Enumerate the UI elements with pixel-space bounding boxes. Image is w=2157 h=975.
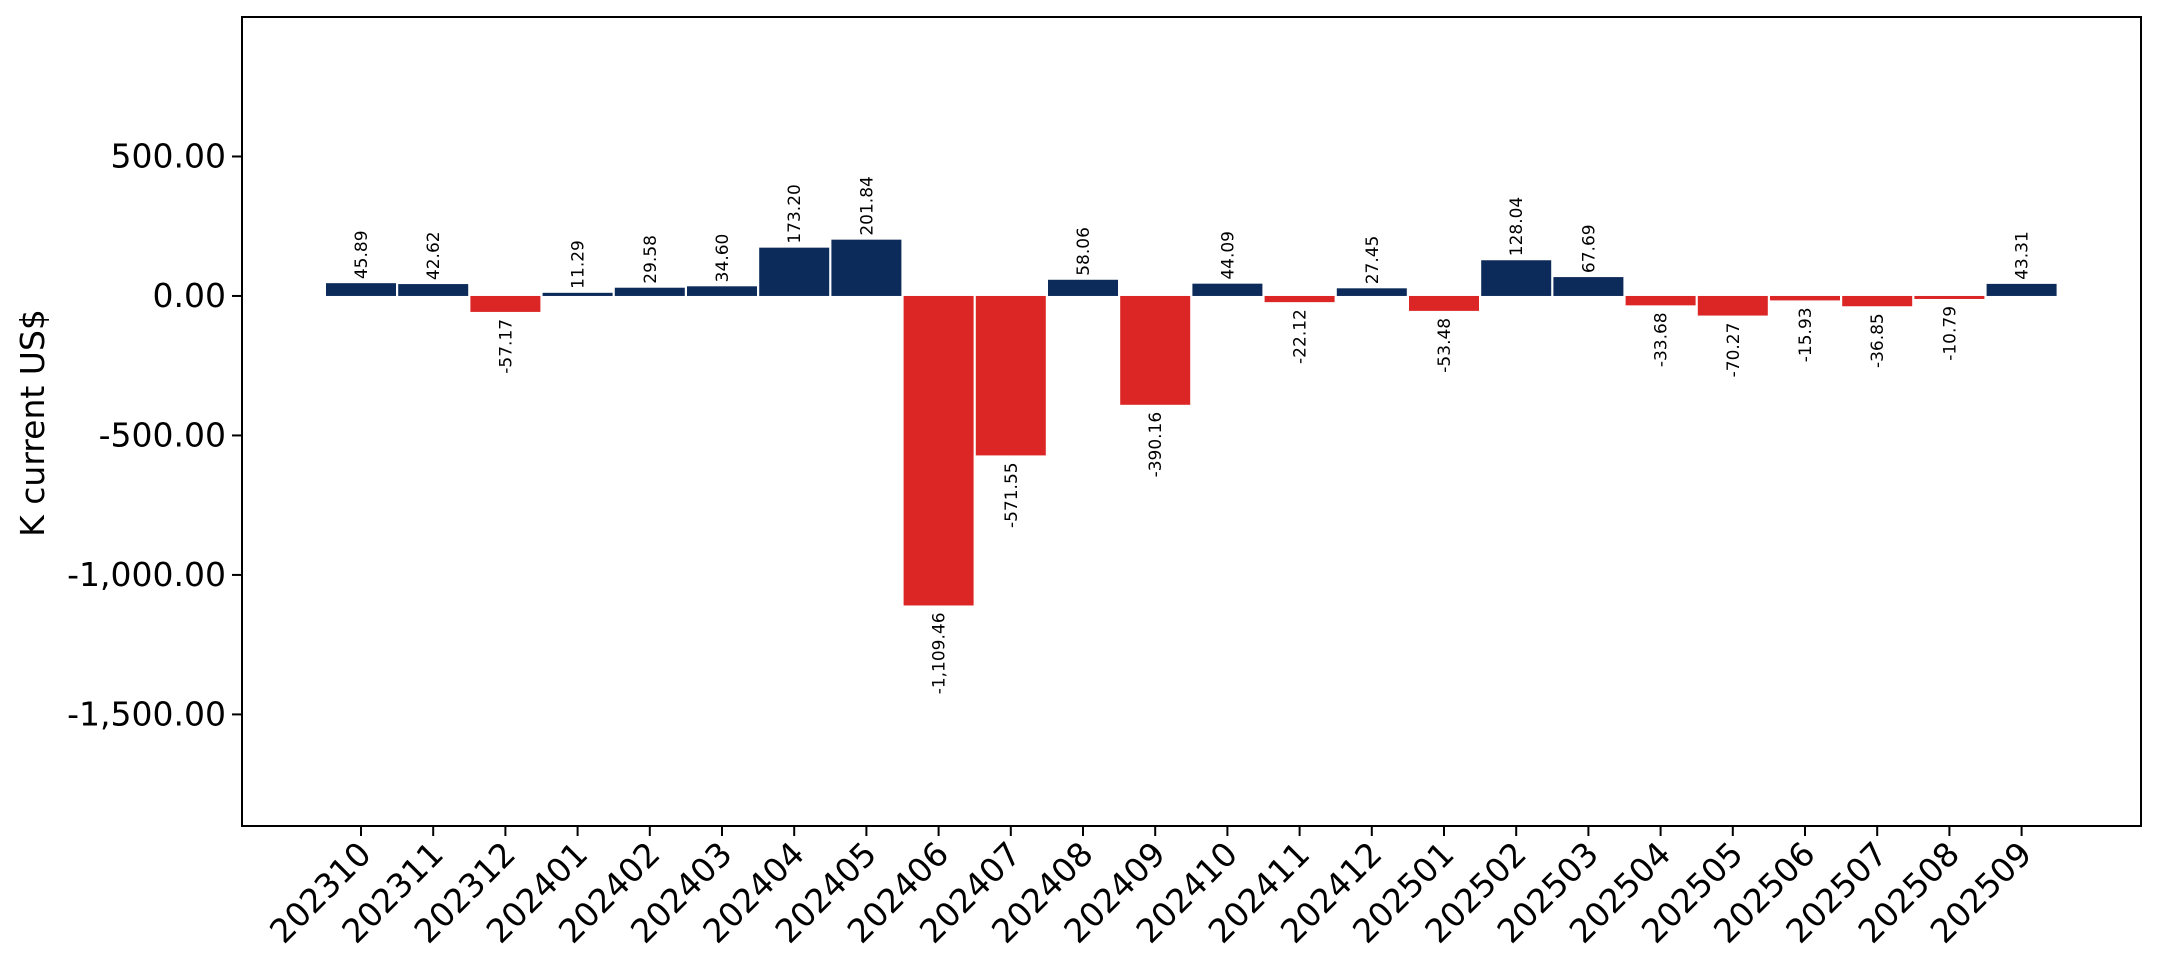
bar-value-label: 201.84 — [857, 176, 877, 235]
bar — [1409, 295, 1479, 311]
bar-value-label: 27.45 — [1363, 236, 1383, 285]
bar-value-label: -1,109.46 — [930, 612, 950, 694]
bar-value-label: -36.85 — [1868, 313, 1888, 368]
bar — [1336, 288, 1407, 296]
y-axis-title: K current US$ — [13, 309, 52, 537]
bar — [1481, 260, 1552, 296]
bar — [1986, 283, 2057, 296]
bar-value-label: 44.09 — [1218, 231, 1238, 280]
bar — [831, 239, 902, 296]
y-tick-label: -500.00 — [99, 415, 226, 454]
bar — [1842, 295, 1913, 307]
bar — [1264, 295, 1335, 303]
bar-value-label: -53.48 — [1435, 318, 1455, 373]
bar — [542, 292, 613, 296]
bar-value-label: -390.16 — [1146, 412, 1166, 478]
bar-value-label: -70.27 — [1724, 323, 1744, 378]
bar-value-label: -571.55 — [1002, 462, 1022, 528]
y-tick-label: -1,500.00 — [67, 694, 226, 733]
bar — [1914, 295, 1985, 299]
bar-labels-layer: 45.89 42.62 -57.17 11.29 29.58 34.60 173.20 201… — [352, 176, 2033, 694]
bar — [1120, 295, 1191, 405]
bars-layer — [326, 239, 2057, 606]
bar — [1625, 295, 1696, 306]
y-tick-label: -1,000.00 — [67, 555, 226, 594]
plot-frame — [241, 16, 2142, 827]
bar — [759, 247, 830, 296]
bar-value-label: 67.69 — [1579, 224, 1599, 273]
bar-value-label: 34.60 — [713, 234, 733, 283]
bar — [687, 286, 757, 296]
bar — [1553, 277, 1624, 296]
bar — [470, 295, 541, 312]
bar — [1192, 283, 1263, 296]
bar — [326, 283, 396, 296]
y-tick-label: 0.00 — [153, 276, 226, 315]
bar-value-label: 42.62 — [424, 231, 444, 280]
bar-value-label: 173.20 — [785, 184, 805, 243]
bar-value-label: -15.93 — [1796, 307, 1816, 362]
bar-value-label: 45.89 — [352, 230, 372, 279]
bar-value-label: 128.04 — [1507, 197, 1527, 256]
bar-value-label: 43.31 — [2013, 231, 2033, 280]
bar-value-label: -57.17 — [496, 319, 516, 374]
bar — [1697, 295, 1768, 316]
bar — [1770, 295, 1840, 301]
bar — [614, 287, 685, 296]
bar — [903, 295, 974, 606]
y-tick-label: 500.00 — [111, 136, 226, 175]
bar — [975, 295, 1046, 456]
bar — [398, 284, 469, 296]
bar-value-label: 29.58 — [641, 235, 661, 284]
bar-value-label: -33.68 — [1652, 312, 1672, 367]
bar-value-label: 11.29 — [569, 240, 589, 289]
bar — [1048, 279, 1118, 296]
bar-value-label: -10.79 — [1940, 306, 1960, 361]
bar-value-label: 58.06 — [1074, 227, 1094, 276]
bar-value-label: -22.12 — [1291, 309, 1311, 364]
x-axis: 2023102023112023122024012024022024032024… — [262, 826, 2039, 951]
y-axis: 500.00 0.00 -500.00 -1,000.00 -1,500.00 — [67, 136, 242, 733]
